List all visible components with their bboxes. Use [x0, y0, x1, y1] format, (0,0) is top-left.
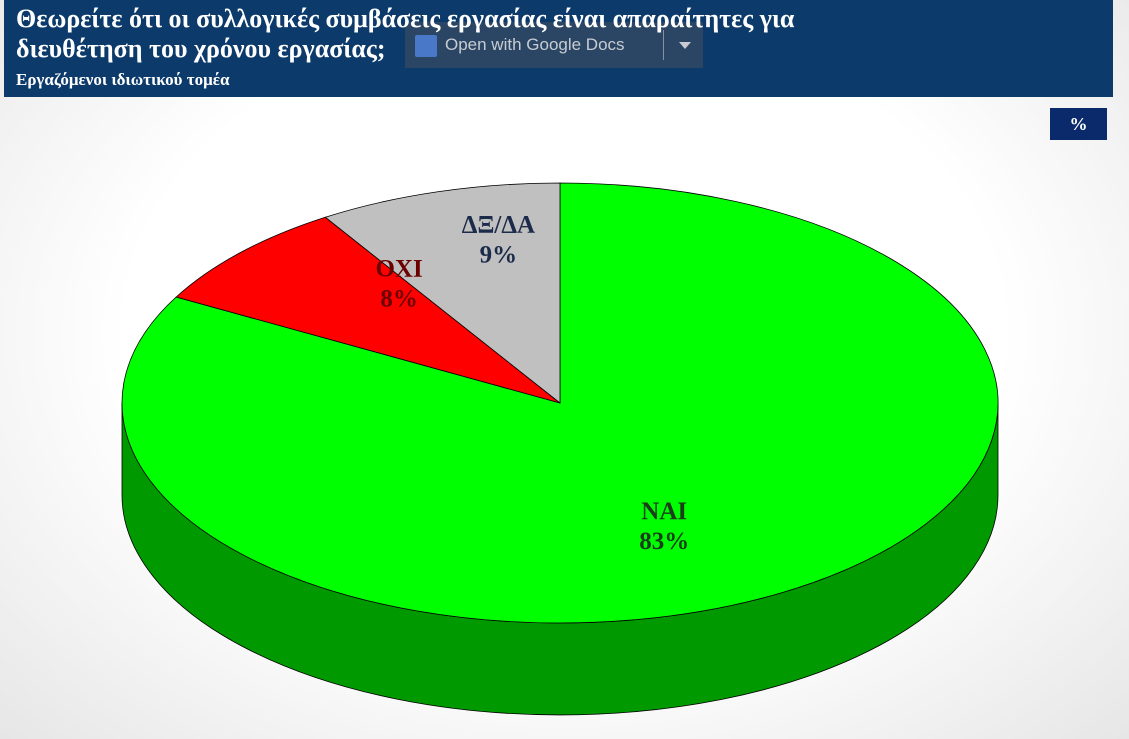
- dropdown-arrow[interactable]: [679, 42, 691, 49]
- value-label: 9%: [480, 242, 518, 269]
- button-label[interactable]: Open with Google Docs: [445, 35, 625, 54]
- docs-icon: [415, 35, 437, 57]
- chart-subtitle: Εργαζόμενοι ιδιωτικού τομέα: [16, 70, 230, 89]
- value-label: 83%: [639, 528, 689, 555]
- slice-label: ΟΧΙ: [375, 255, 422, 282]
- slice: [175, 216, 561, 404]
- chart-title: Θεωρείτε ότι οι συλλογικές συμβάσεις εργ…: [16, 4, 795, 63]
- value-label: 8%: [380, 285, 418, 312]
- unit-badge: %: [1050, 108, 1107, 140]
- slice-label: ΝΑΙ: [641, 498, 687, 525]
- separator: [663, 30, 664, 60]
- slice-label: ΔΞ/ΔΑ: [462, 212, 535, 239]
- open-with-docs-button[interactable]: Open with Google Docs: [405, 22, 703, 68]
- slice: [324, 182, 561, 404]
